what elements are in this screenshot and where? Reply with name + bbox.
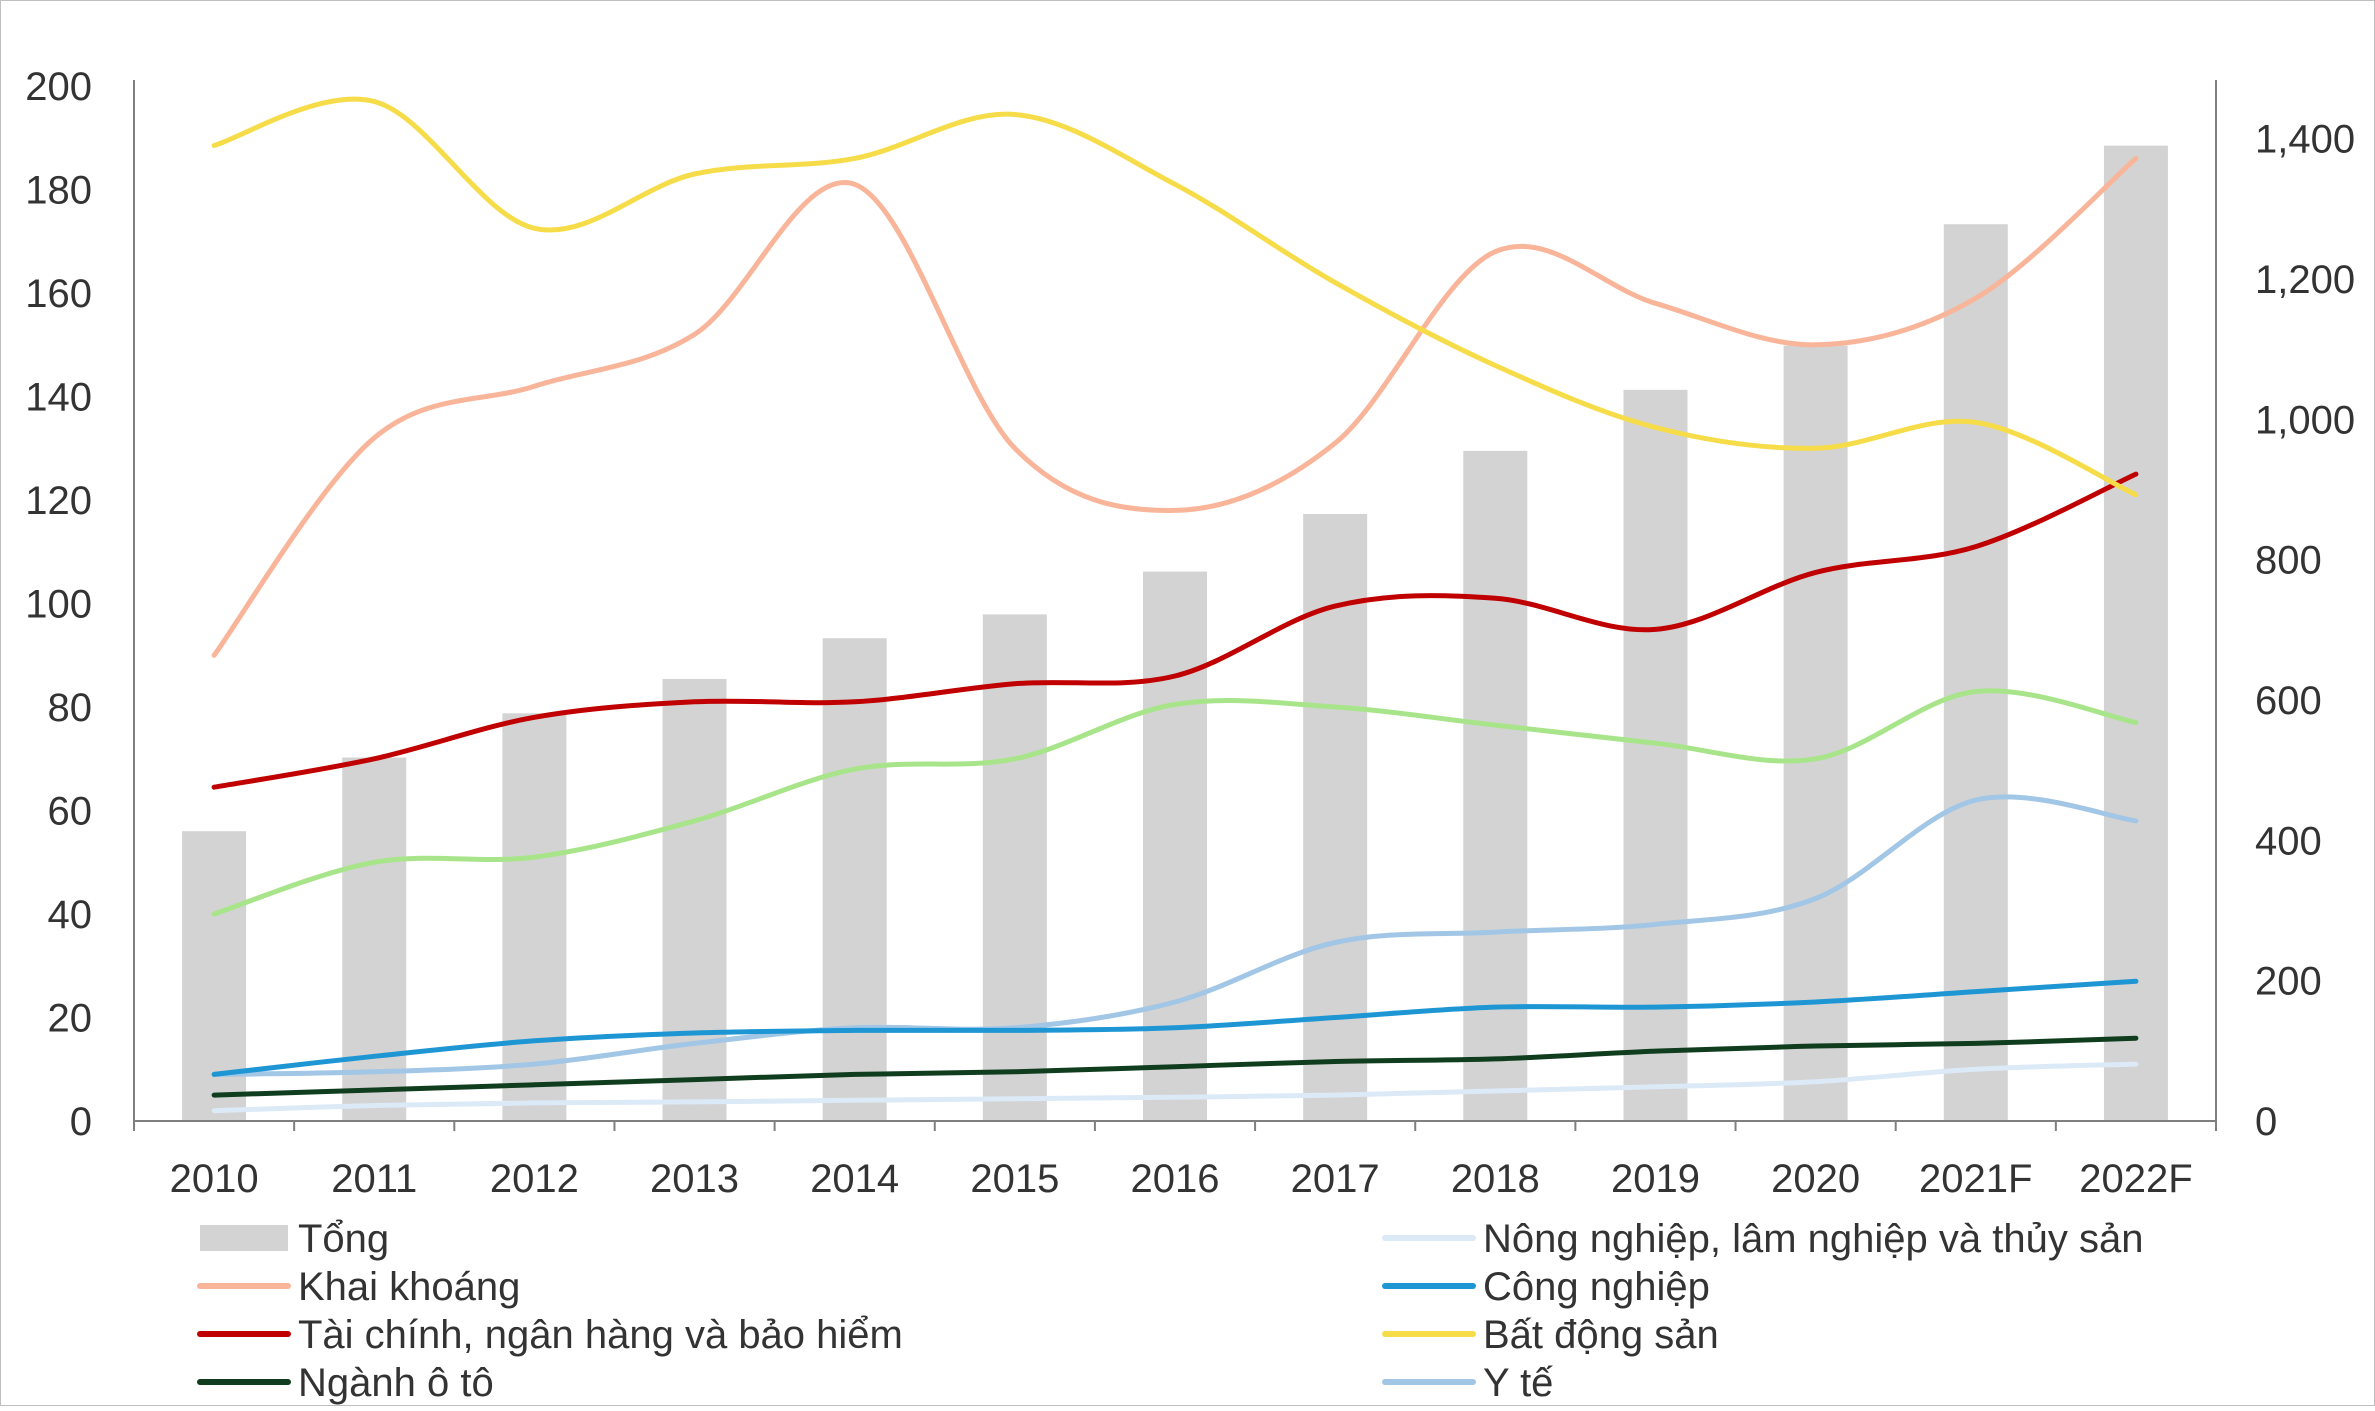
x-tick-label: 2019 [1611,1157,1700,1201]
x-tick-label: 2011 [331,1157,417,1201]
x-tick-label: 2013 [650,1157,739,1201]
left-tick-label: 80 [48,686,93,730]
left-tick-label: 200 [25,65,92,109]
legend-label: Tổng [298,1217,389,1261]
bar-2015 [982,614,1047,1121]
left-tick-label: 120 [25,479,92,523]
x-tick-label: 2016 [1131,1157,1220,1201]
legend-swatch-bar [200,1225,288,1251]
left-tick-label: 60 [48,790,93,834]
bar-2016 [1143,571,1207,1121]
line-nông-nghiệp-lâm-nghiệp-và-thủy-sản [211,1061,2139,1114]
line-khai-khoáng [211,155,2139,658]
bar-2011 [342,757,407,1121]
right-tick-label: 1,200 [2255,258,2355,302]
x-tick-label: 2017 [1291,1157,1380,1201]
bar-series-group [182,145,2168,1122]
line-y-tế [211,794,2139,1077]
x-tick-label: 2021F [1919,1157,2032,1201]
right-tick-label: 1,400 [2255,118,2355,162]
right-tick-label: 0 [2255,1100,2277,1144]
right-tick-label: 1,000 [2255,398,2355,442]
x-tick-label: 2010 [170,1157,259,1201]
left-tick-label: 140 [25,376,92,420]
bar-2020 [1783,345,1848,1122]
x-tick-label: 2015 [970,1157,1059,1201]
right-tick-label: 800 [2255,539,2322,583]
bar-2022F [2103,145,2168,1122]
bar-2018 [1463,450,1528,1121]
x-tick-label: 2022F [2079,1157,2192,1201]
left-tick-label: 0 [70,1100,92,1144]
legend-label: Ngành ô tô [298,1361,494,1405]
right-tick-label: 600 [2255,679,2322,723]
left-tick-label: 160 [25,272,92,316]
bar-2019 [1623,389,1688,1122]
legend-label: Nông nghiệp, lâm nghiệp và thủy sản [1483,1217,2143,1261]
line-tài-chính-ngân-hàng-và-bảo-hiểm [211,471,2139,790]
line-series-group [211,96,2139,1114]
legend: Tổng Nông nghiệp, lâm nghiệp và thủy sản K… [197,1217,2143,1405]
bar-2014 [822,638,887,1121]
legend-label: Y tế [1483,1361,1553,1405]
line-bất-động-sản [211,96,2139,498]
line-unlabeled-series [211,688,2139,917]
bar-2012 [502,713,567,1121]
legend-label: Công nghiệp [1483,1265,1710,1309]
x-tick-label: 2012 [490,1157,579,1201]
bar-2013 [662,678,727,1121]
line-ngành-ô-tô [211,1035,2139,1098]
tick-labels-group: 0 20 40 60 80 100 120 140 160 180 200 0 200 400 600 800… [25,65,2355,1201]
x-tick-label: 2014 [810,1157,899,1201]
line-công-nghiệp [211,978,2139,1077]
legend-label: Khai khoáng [298,1265,520,1309]
legend-label: Tài chính, ngân hàng và bảo hiểm [298,1313,903,1357]
left-tick-label: 20 [48,997,93,1041]
x-tick-label: 2020 [1771,1157,1860,1201]
legend-label: Bất động sản [1483,1313,1719,1357]
bar-2021F [1943,224,2008,1122]
left-tick-label: 40 [48,893,93,937]
axes-group [133,80,2217,1131]
x-tick-label: 2018 [1451,1157,1540,1201]
right-tick-label: 200 [2255,960,2322,1004]
left-tick-label: 100 [25,583,92,627]
bar-2010 [182,831,247,1121]
right-tick-label: 400 [2255,819,2322,863]
left-tick-label: 180 [25,169,92,213]
